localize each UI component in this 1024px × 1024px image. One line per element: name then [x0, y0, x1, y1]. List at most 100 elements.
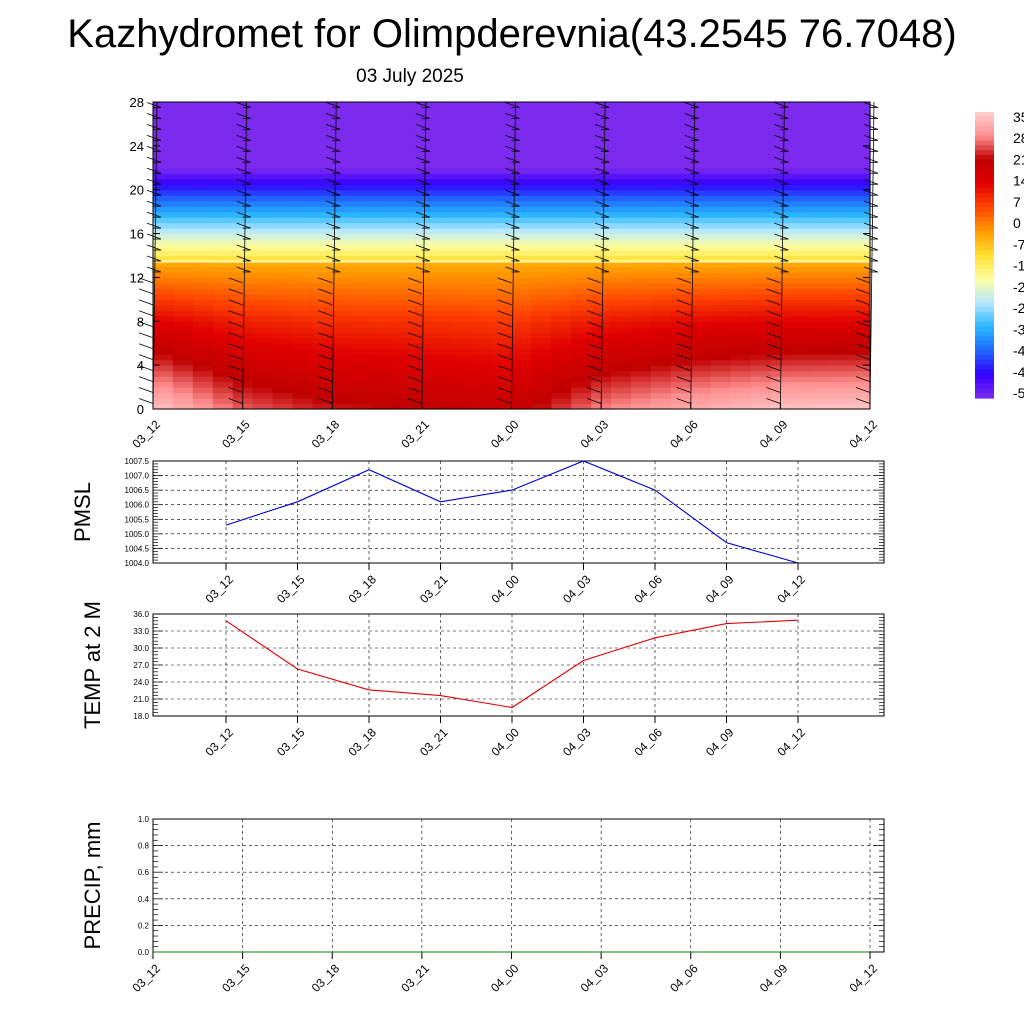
temperature-cell [730, 217, 752, 224]
temperature-cell [431, 102, 453, 109]
temperature-cell [730, 293, 752, 300]
temperature-cell [411, 282, 433, 289]
temperature-cell [491, 107, 513, 114]
temperature-cell [551, 134, 572, 141]
temperature-cell [312, 255, 333, 262]
temperature-cell [670, 167, 692, 174]
temperature-cell [491, 403, 513, 410]
temperature-cell [491, 123, 513, 131]
temperature-cell [172, 118, 194, 125]
x-tick-label: 03_18 [309, 961, 343, 995]
temperature-cell [670, 326, 692, 333]
temperature-cell [650, 112, 672, 120]
temperature-cell [730, 392, 752, 399]
wind-barb-feather [863, 233, 879, 240]
temperature-cell [272, 348, 294, 355]
temperature-cell [232, 140, 254, 147]
temperature-cell [750, 381, 772, 388]
temperature-cell [153, 392, 174, 399]
temperature-cell [451, 293, 473, 300]
temperature-cell [252, 266, 274, 273]
temperature-cell [611, 310, 632, 317]
temperature-cell [431, 228, 453, 235]
temperature-cell [372, 365, 393, 372]
temperature-cell [650, 184, 672, 191]
x-tick-label: 04_12 [774, 725, 808, 759]
temperature-cell [531, 178, 552, 185]
temperature-cell [710, 288, 732, 295]
temperature-cell [392, 112, 413, 120]
temperature-cell [332, 118, 353, 125]
temperature-cell [172, 365, 194, 372]
temperature-cell [451, 299, 473, 306]
temperature-cell [372, 321, 393, 328]
temperature-cell [810, 228, 831, 235]
temperature-cell [372, 387, 393, 394]
temperature-cell [332, 184, 353, 191]
temperature-cell [451, 195, 473, 202]
temperature-cell [790, 211, 811, 218]
temperature-cell [730, 277, 752, 284]
wind-barb-feather [774, 255, 789, 262]
temperature-cell [172, 123, 194, 131]
temperature-cell [332, 299, 353, 306]
temperature-cell [810, 293, 831, 300]
wind-barb-feather [863, 167, 879, 174]
temperature-cell [670, 376, 692, 383]
temperature-cell [511, 266, 533, 273]
temperature-cell [332, 151, 353, 158]
temperature-cell [232, 118, 254, 125]
temperature-cell [750, 277, 772, 284]
temperature-cell [392, 299, 413, 306]
temperature-cell [372, 195, 393, 202]
temperature-cell [471, 381, 493, 388]
temperature-cell [352, 195, 373, 202]
temperature-cell [451, 134, 473, 141]
temperature-cell [153, 178, 174, 185]
temperature-cell [471, 140, 493, 147]
temperature-cell [571, 173, 592, 180]
temperature-cell [392, 266, 413, 273]
temperature-cell [232, 151, 254, 158]
colorbar-segment [975, 145, 994, 151]
wind-barb-feather [505, 167, 520, 174]
temperature-cell [451, 310, 473, 317]
temperature-cell [611, 244, 632, 251]
wind-barb-feather [863, 134, 879, 141]
temperature-cell [710, 337, 732, 344]
temperature-cell [352, 277, 373, 284]
temperature-cell [650, 370, 672, 377]
wind-barb-feather [586, 387, 602, 393]
temperature-cell [531, 228, 552, 235]
colorbar-segment [975, 359, 994, 366]
temperature-cell [491, 156, 513, 163]
temperature-cell [850, 310, 871, 317]
temperature-cell [392, 102, 413, 109]
temperature-cell [591, 310, 612, 317]
temperature-cell [252, 392, 274, 399]
temperature-cell [312, 337, 333, 344]
wind-barb-feather [766, 277, 781, 284]
temperature-cell [650, 250, 672, 257]
temperature-cell [392, 178, 413, 185]
temperature-cell [212, 173, 234, 180]
temperature-cell [690, 348, 712, 355]
temperature-cell [511, 321, 533, 328]
temperature-cell [650, 293, 672, 300]
temperature-cell [172, 321, 194, 328]
temperature-cell [770, 151, 791, 158]
temperature-cell [850, 354, 871, 361]
temperature-cell [392, 337, 413, 344]
temperature-cell [192, 304, 214, 311]
temperature-cell [372, 343, 393, 350]
temperature-cell [591, 321, 612, 328]
temperature-cell [172, 255, 194, 262]
temperature-cell [710, 195, 732, 202]
temperature-cell [531, 129, 552, 136]
temperature-cell [352, 381, 373, 388]
temperature-cell [571, 266, 592, 273]
temperature-cell [690, 266, 712, 273]
wind-barb-staff [600, 101, 606, 410]
temperature-cell [571, 271, 592, 279]
temperature-cell [551, 228, 572, 235]
